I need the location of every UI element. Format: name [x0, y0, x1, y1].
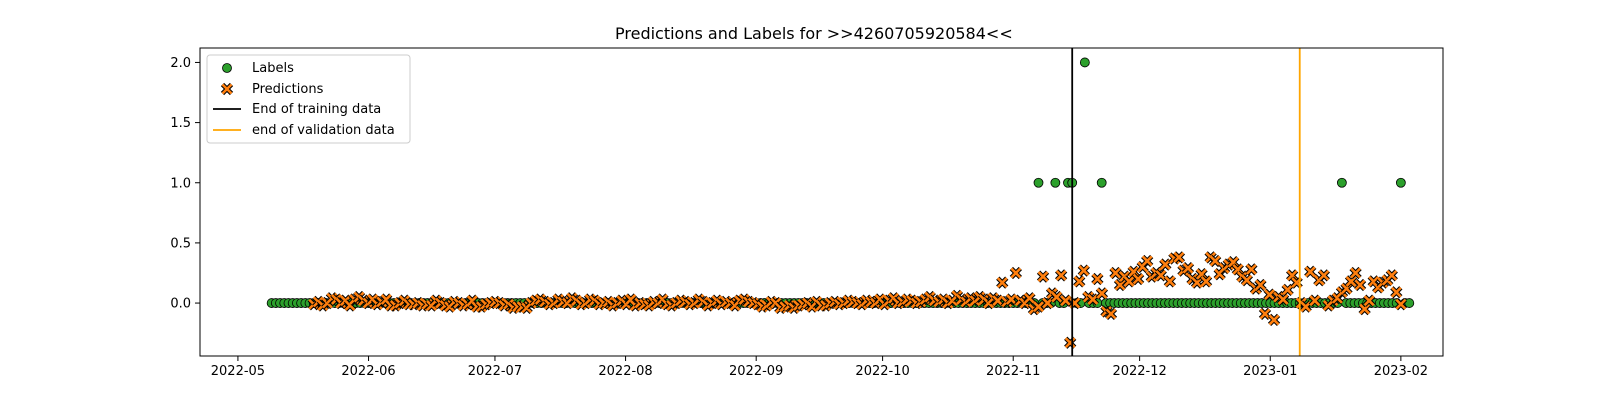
prediction-point	[1059, 294, 1072, 307]
label-point	[1336, 177, 1347, 188]
prediction-point	[1064, 336, 1077, 349]
prediction-point	[1023, 292, 1036, 305]
label-point	[1096, 177, 1107, 188]
legend-labels-marker	[222, 63, 232, 73]
prediction-point	[1163, 275, 1176, 288]
plot-frame	[199, 47, 1444, 357]
label-point	[1033, 177, 1044, 188]
label-point	[1050, 177, 1061, 188]
x-tick-label: 2022-10	[855, 364, 909, 379]
prediction-point	[1032, 300, 1045, 313]
x-tick-label: 2023-02	[1374, 364, 1428, 379]
prediction-point	[1263, 288, 1276, 301]
prediction-point	[1358, 302, 1371, 316]
prediction-point	[1240, 274, 1253, 287]
label-point	[1404, 298, 1415, 308]
prediction-point	[1181, 262, 1195, 275]
prediction-point	[1394, 298, 1407, 311]
predictions-series	[307, 251, 1407, 349]
y-tick-label: 1.0	[170, 176, 191, 191]
prediction-point	[1344, 275, 1358, 288]
y-tick-label: 0.0	[170, 297, 191, 312]
prediction-point	[1258, 307, 1272, 321]
legend-predictions-text: Predictions	[252, 82, 324, 97]
x-tick-label: 2022-12	[1112, 364, 1166, 379]
prediction-point	[1005, 293, 1018, 306]
x-tick-label: 2022-07	[468, 364, 522, 379]
prediction-point	[1390, 286, 1403, 299]
legend-predictions-marker	[221, 83, 233, 95]
y-tick-label: 1.5	[170, 116, 191, 131]
prediction-point	[1122, 275, 1136, 288]
prediction-point	[1041, 296, 1054, 310]
legend-box	[206, 54, 411, 144]
x-tick-label: 2022-09	[729, 364, 783, 379]
prediction-point	[1132, 272, 1145, 286]
prediction-point	[1104, 307, 1118, 321]
x-axis: 2022-05 2022-06 2022-07 2022-08 2022-09 2022-…	[211, 356, 1428, 379]
prediction-point	[1190, 276, 1204, 289]
prediction-point	[1281, 283, 1294, 296]
y-tick-label: 2.0	[170, 56, 191, 71]
legend: Labels Predictions End of training data …	[206, 54, 411, 144]
prediction-point	[991, 294, 1004, 307]
prediction-point	[1245, 263, 1258, 276]
prediction-point	[1113, 278, 1127, 292]
plot-area	[199, 47, 1444, 357]
prediction-point	[1050, 290, 1063, 304]
prediction-point	[1349, 266, 1362, 280]
label-point	[1395, 177, 1406, 188]
prediction-point	[1254, 278, 1267, 292]
legend-training-text: End of training data	[252, 102, 381, 117]
x-tick-label: 2022-06	[341, 364, 395, 379]
prediction-point	[1353, 278, 1367, 292]
prediction-point	[1036, 270, 1050, 283]
prediction-point	[1209, 254, 1222, 268]
prediction-point	[1172, 251, 1186, 264]
x-tick-label: 2022-11	[986, 364, 1040, 379]
prediction-point	[1308, 294, 1321, 307]
legend-labels-text: Labels	[252, 61, 294, 76]
prediction-point	[1299, 300, 1312, 313]
prediction-point	[1267, 313, 1281, 327]
prediction-point	[1095, 287, 1109, 300]
prediction-point	[1009, 266, 1022, 280]
prediction-point	[1304, 265, 1317, 278]
prediction-point	[1086, 293, 1099, 306]
x-tick-label: 2023-01	[1243, 364, 1297, 379]
prediction-point	[1363, 294, 1376, 307]
prediction-point	[1073, 275, 1086, 288]
x-tick-label: 2022-05	[211, 364, 265, 379]
y-tick-label: 0.5	[170, 236, 191, 251]
prediction-point	[996, 276, 1009, 289]
prediction-point	[1077, 264, 1090, 277]
prediction-point	[1385, 269, 1398, 282]
legend-validation-text: end of validation data	[252, 123, 395, 138]
prediction-point	[1276, 293, 1290, 306]
prediction-point	[1055, 269, 1068, 282]
prediction-point	[1109, 266, 1122, 280]
chart-title: Predictions and Labels for >>42607059205…	[615, 24, 1013, 43]
x-tick-label: 2022-08	[598, 364, 652, 379]
prediction-point	[1154, 269, 1167, 282]
vertical-lines	[1071, 48, 1301, 356]
prediction-point	[1091, 272, 1104, 286]
prediction-point	[1317, 269, 1330, 282]
y-axis: 0.0 0.5 1.0 1.5 2.0	[170, 56, 200, 312]
label-point	[1079, 57, 1090, 68]
prediction-point	[1141, 254, 1154, 268]
prediction-point	[1199, 275, 1213, 288]
prediction-point	[1159, 258, 1172, 271]
